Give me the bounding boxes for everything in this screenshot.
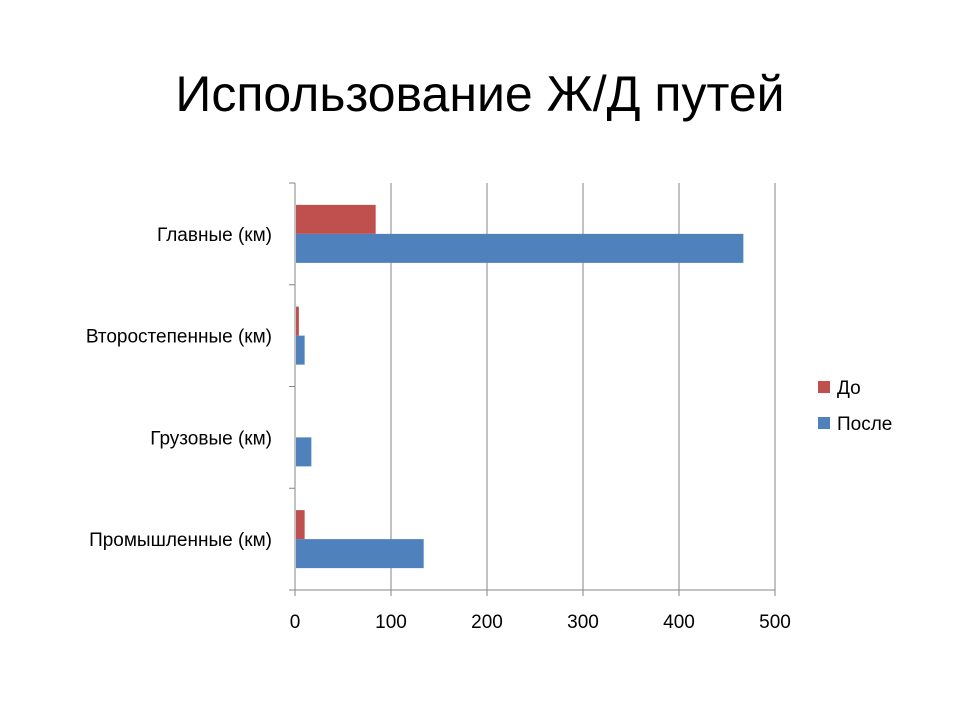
x-tick-label: 400 <box>663 612 695 633</box>
bar-after <box>296 437 312 467</box>
x-tick-label: 0 <box>290 612 301 633</box>
chart-title: Использование Ж/Д путей <box>175 66 785 122</box>
bar-before <box>296 306 299 336</box>
category-label: Главные (км) <box>157 225 272 246</box>
bar-before <box>296 204 376 234</box>
category-label: Промышленные (км) <box>89 530 272 551</box>
x-tick-label: 200 <box>471 612 503 633</box>
legend-label: После <box>837 414 892 435</box>
legend-label: До <box>837 378 861 399</box>
x-tick-label: 300 <box>567 612 599 633</box>
bar-after <box>296 539 424 569</box>
category-label: Второстепенные (км) <box>86 327 272 348</box>
bar-before <box>296 510 305 540</box>
x-tick-label: 100 <box>375 612 407 633</box>
labels: 0 100 200 300 400 500 Главные (км) Второстепенн… <box>86 225 791 633</box>
legend-swatch <box>818 381 830 393</box>
legend: До После <box>818 378 892 435</box>
bars <box>296 204 744 569</box>
bar-after <box>296 233 744 263</box>
legend-swatch <box>818 417 830 429</box>
x-tick-label: 500 <box>759 612 791 633</box>
category-label: Грузовые (км) <box>150 428 272 449</box>
bar-after <box>296 335 305 365</box>
axes <box>289 182 776 596</box>
